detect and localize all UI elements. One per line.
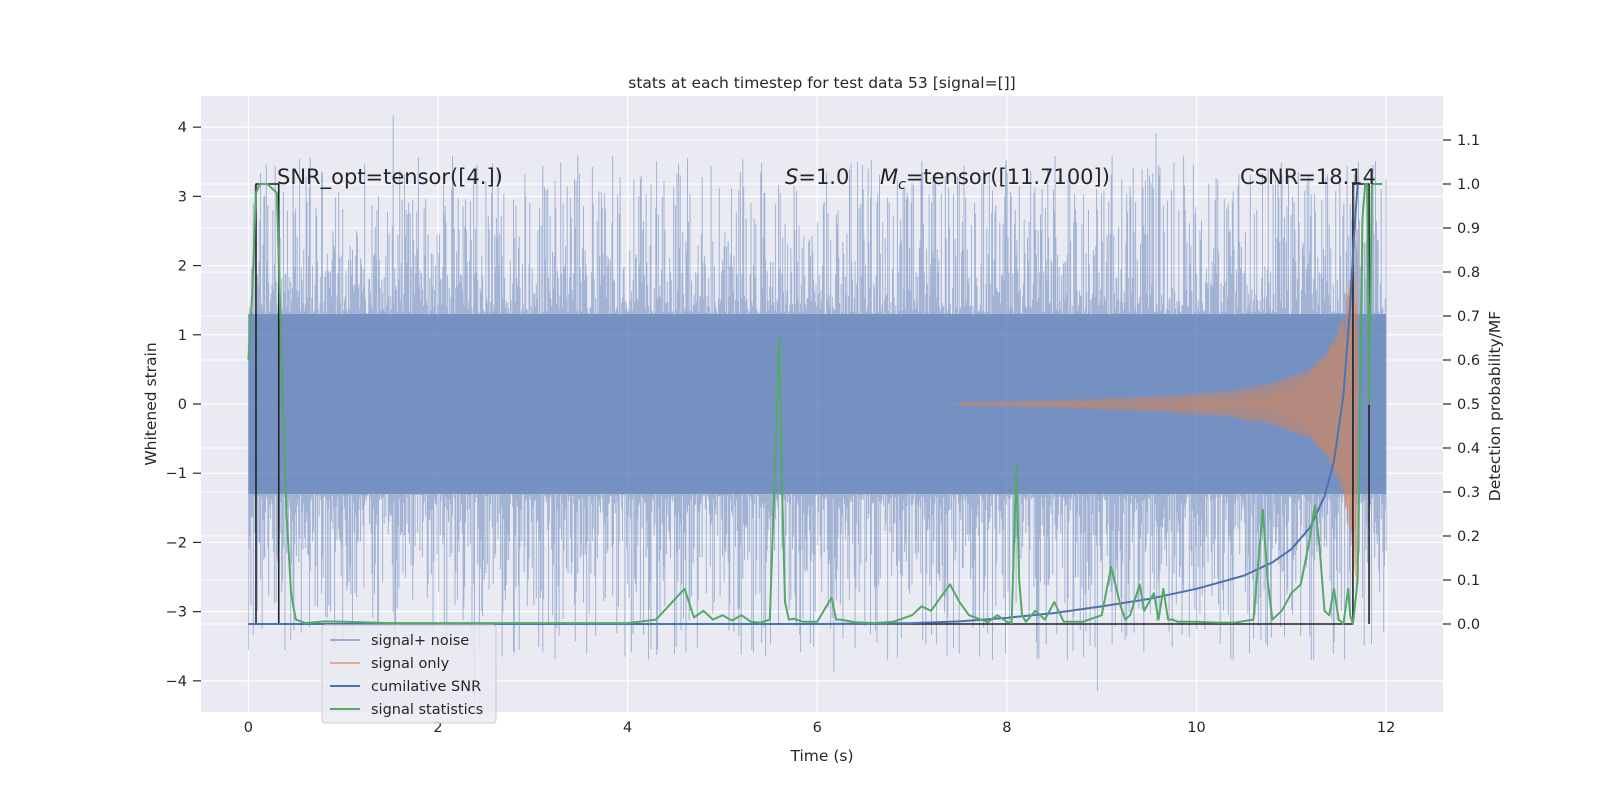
annotation-mc-symbol: M	[880, 165, 898, 189]
x-tick-label: 12	[1377, 720, 1395, 736]
x-tick-label: 10	[1187, 720, 1205, 736]
legend: signal+ noise signal only cumilative SNR…	[321, 624, 497, 724]
x-axis-label: Time (s)	[789, 747, 853, 765]
annotation-s: S=1.0	[785, 165, 849, 189]
legend-box	[321, 624, 497, 724]
y-left-tick-label: −4	[166, 674, 187, 690]
legend-label-cumulative-snr: cumilative SNR	[371, 679, 481, 695]
y-right-tick-label: 0.0	[1457, 617, 1480, 633]
annotation-mc-sub: c	[898, 177, 906, 193]
annotation-s-symbol: S	[785, 165, 798, 189]
y-right-tick-label: 1.0	[1457, 177, 1480, 193]
x-tick-label: 6	[813, 720, 822, 736]
signal-only-line	[958, 229, 1359, 590]
x-tick-label: 0	[244, 720, 253, 736]
y-right-tick-label: 0.4	[1457, 441, 1480, 457]
y-axis-left-label: Whitened strain	[142, 342, 160, 465]
y-left-tick-label: −2	[166, 535, 187, 551]
y-right-tick-label: 0.5	[1457, 397, 1480, 413]
annotation-mc-value: =tensor([11.7100])	[906, 165, 1110, 189]
y-right-tick-label: 0.6	[1457, 353, 1480, 369]
series-layer	[247, 183, 1383, 625]
legend-label-signal-only: signal only	[371, 656, 450, 672]
annotation-mc: Mc=tensor([11.7100])	[880, 165, 1110, 193]
y-left-tick-label: 3	[178, 189, 187, 205]
y-left-tick-label: 2	[178, 259, 187, 275]
y-right-tick-label: 0.8	[1457, 265, 1480, 281]
ticks-layer: 0 2 4 6 8 10 1243210−1−2−3−41.11.00.90.80.70.6…	[166, 120, 1480, 736]
y-right-tick-label: 0.1	[1457, 573, 1480, 589]
y-axis-right-label: Detection probability/MF	[1486, 311, 1504, 502]
y-left-tick-label: 4	[178, 120, 187, 136]
y-left-tick-label: 0	[178, 397, 187, 413]
x-tick-label: 8	[1002, 720, 1011, 736]
annotation-s-value: =1.0	[798, 165, 849, 189]
annotation-snr-opt: SNR_opt=tensor([4.])	[277, 165, 503, 190]
y-left-tick-label: 1	[178, 328, 187, 344]
signal-statistics-line	[247, 183, 1383, 625]
x-tick-label: 2	[433, 720, 442, 736]
signal-noise-spikes	[247, 115, 1387, 702]
y-right-tick-label: 0.9	[1457, 221, 1480, 237]
legend-label-signal-noise: signal+ noise	[371, 633, 469, 649]
y-left-tick-label: −3	[166, 605, 187, 621]
y-left-tick-label: −1	[166, 466, 187, 482]
y-right-tick-label: 0.2	[1457, 529, 1480, 545]
x-tick-label: 4	[623, 720, 632, 736]
cumulative-snr-line	[248, 183, 1359, 625]
y-right-tick-label: 1.1	[1457, 133, 1480, 149]
annotation-csnr: CSNR=18.14	[1240, 165, 1376, 189]
y-right-tick-label: 0.3	[1457, 485, 1480, 501]
chart-title: stats at each timestep for test data 53 …	[628, 74, 1015, 92]
legend-label-signal-statistics: signal statistics	[371, 702, 483, 718]
y-right-tick-label: 0.7	[1457, 309, 1480, 325]
